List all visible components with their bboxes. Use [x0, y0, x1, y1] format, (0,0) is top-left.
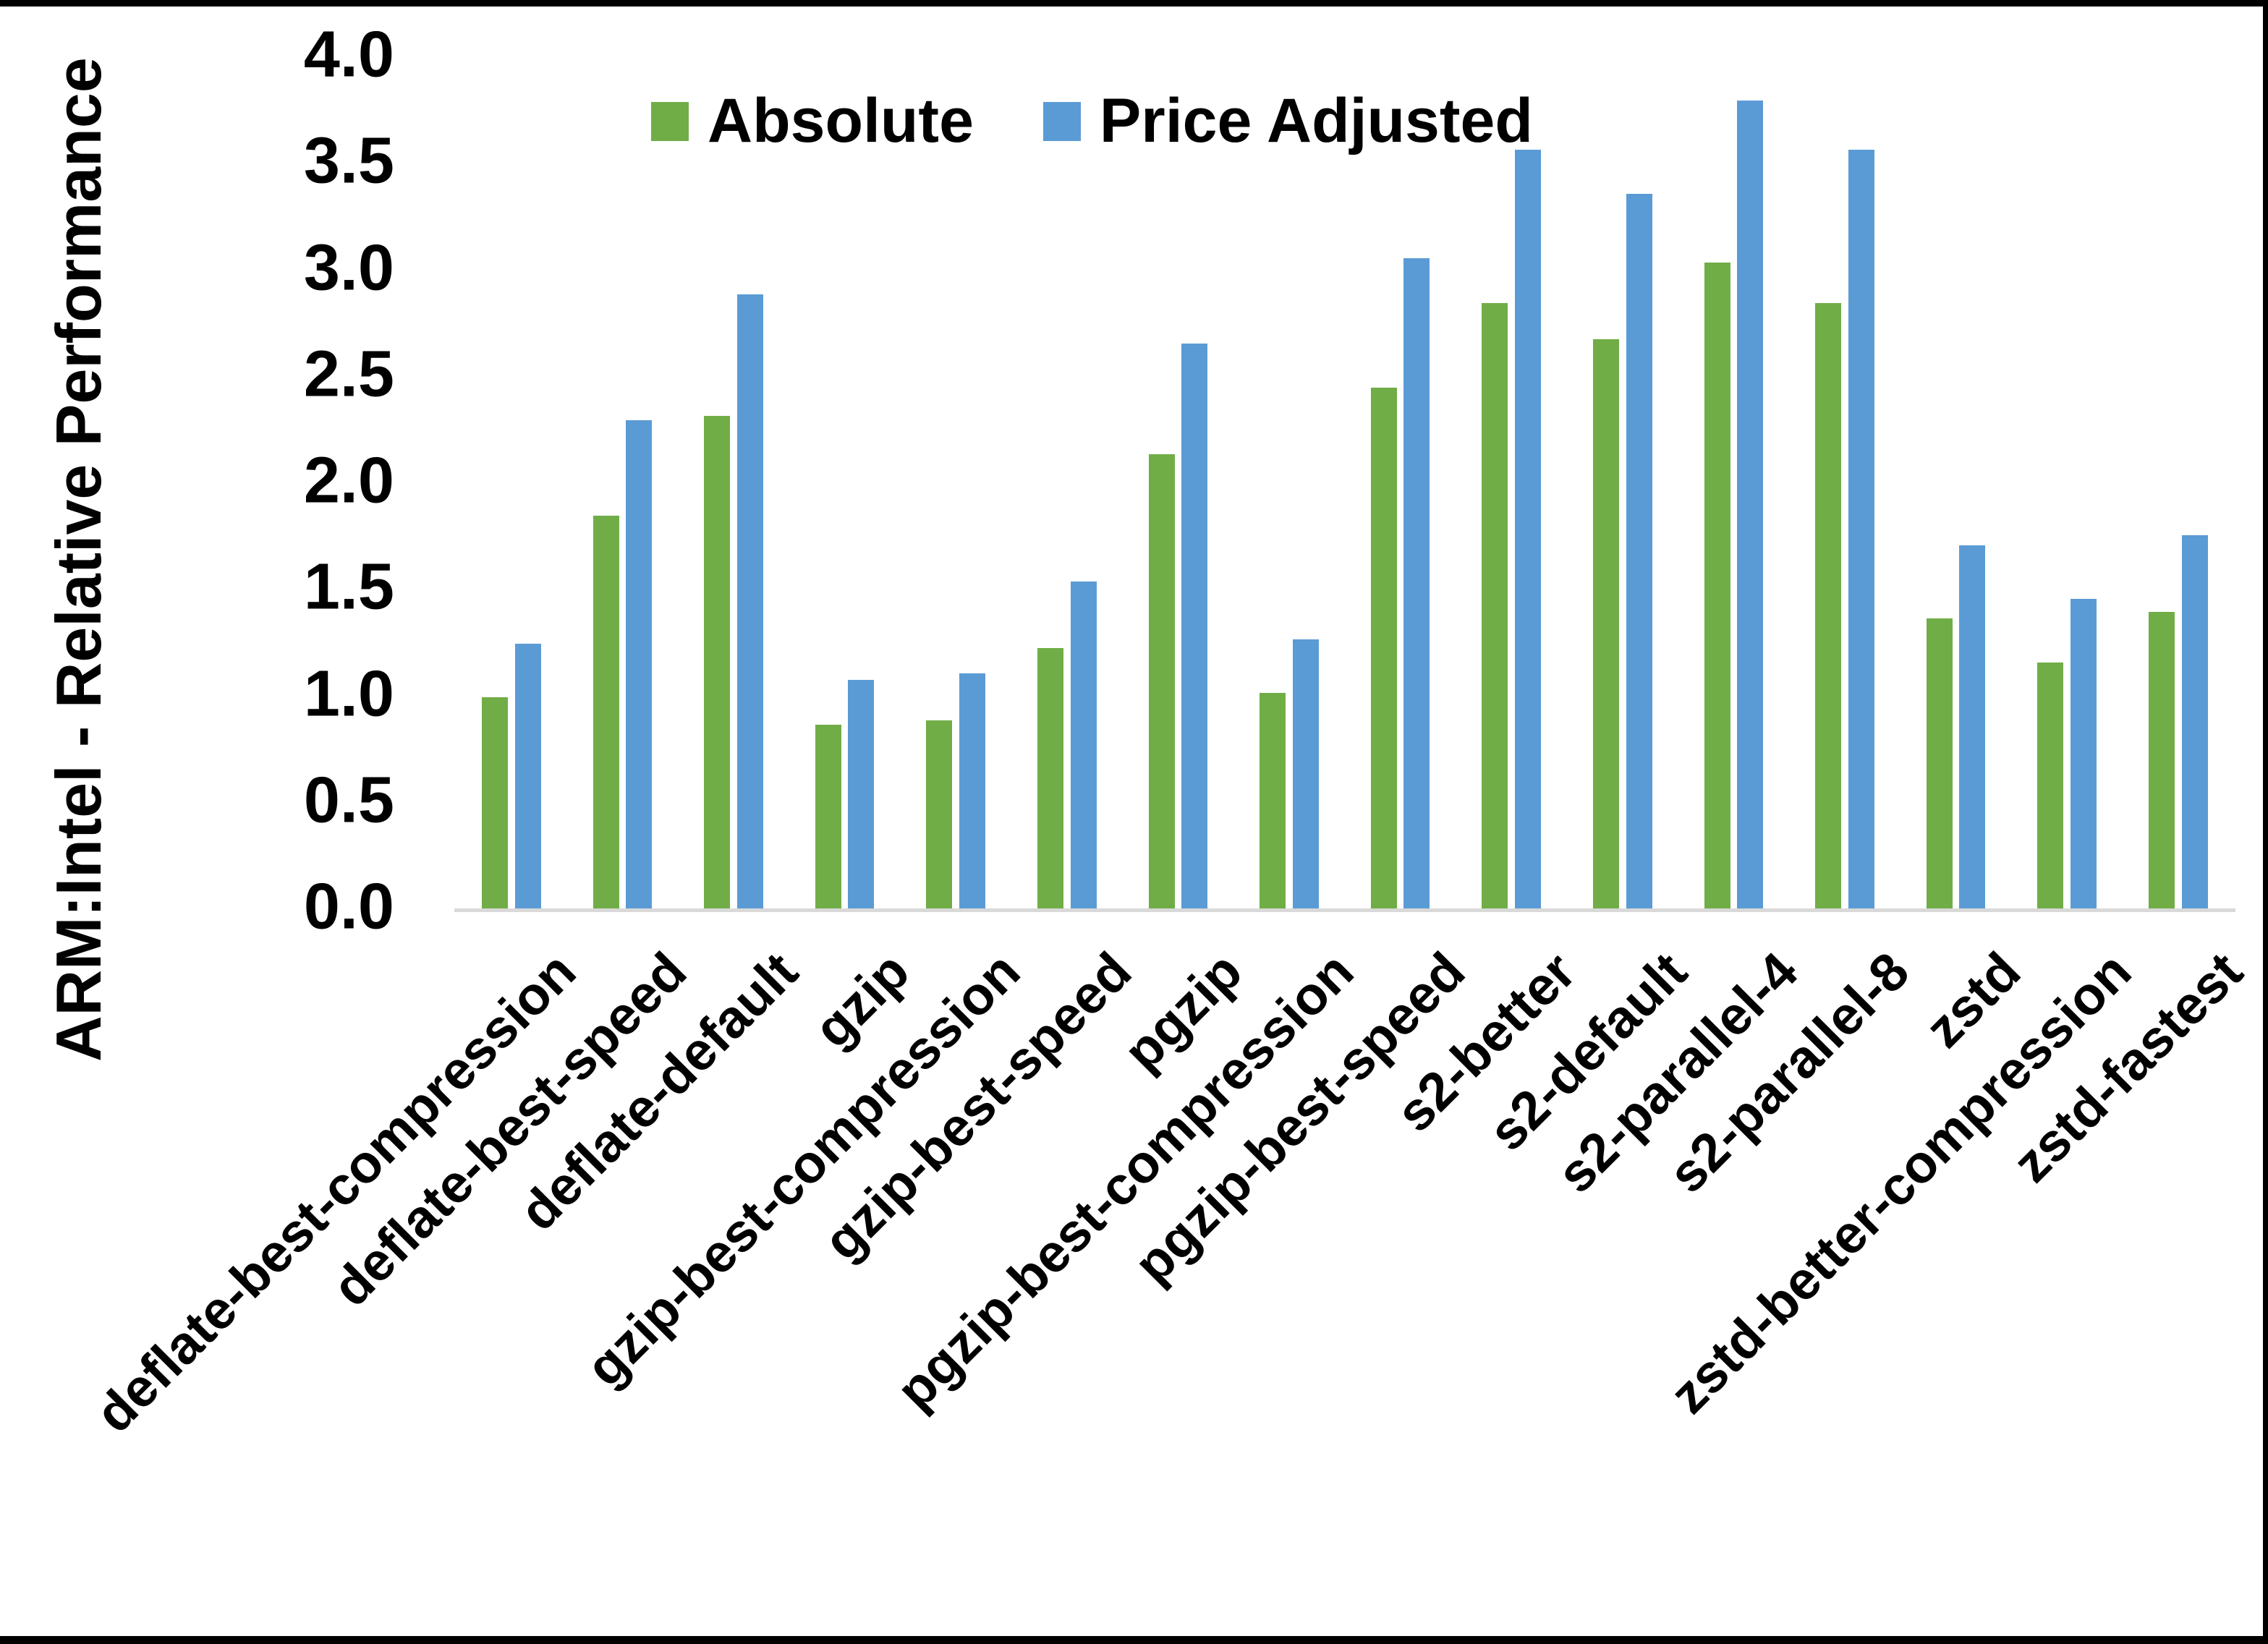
legend-item-absolute: Absolute [651, 85, 974, 157]
slide-border-right [2263, 0, 2268, 1644]
bar-deflate-best-compression-absolute [482, 697, 508, 910]
bar-pgzip-best-speed-absolute [1370, 388, 1397, 910]
legend-item-price-adjusted: Price Adjusted [1042, 85, 1533, 157]
bar-gzip-best-speed-price-adjusted [1070, 582, 1097, 910]
bar-s2-default-absolute [1593, 338, 1619, 910]
bar-pgzip-best-compression-price-adjusted [1292, 639, 1319, 910]
bar-deflate-best-speed-price-adjusted [626, 419, 653, 910]
slide-border-top [0, 0, 2268, 7]
bar-gzip-best-compression-price-adjusted [959, 673, 985, 910]
bar-deflate-best-compression-price-adjusted [514, 643, 541, 910]
legend-label-absolute: Absolute [708, 86, 974, 156]
bar-zstd-better-compression-absolute [2037, 663, 2064, 910]
bar-pgzip-price-adjusted [1181, 343, 1208, 910]
bar-s2-better-price-adjusted [1515, 149, 1541, 910]
x-axis-line [454, 908, 2235, 912]
y-tick-label: 3.0 [303, 231, 394, 304]
bar-gzip-best-compression-absolute [926, 720, 953, 910]
y-tick-label: 0.5 [303, 764, 394, 837]
legend-swatch-price-adjusted [1042, 101, 1081, 141]
bar-zstd-fastest-absolute [2149, 611, 2175, 910]
y-tick-label: 1.0 [303, 657, 394, 730]
bar-deflate-default-absolute [704, 415, 731, 910]
bar-gzip-absolute [815, 724, 841, 910]
bar-deflate-best-speed-absolute [593, 516, 619, 910]
chart-legend: Absolute Price Adjusted [651, 85, 1533, 157]
bar-pgzip-absolute [1148, 453, 1175, 910]
bar-s2-parallel-8-absolute [1815, 302, 1842, 910]
legend-label-price-adjusted: Price Adjusted [1099, 86, 1533, 156]
bar-zstd-better-compression-price-adjusted [2070, 599, 2097, 910]
y-tick-label: 2.0 [303, 444, 394, 517]
bar-gzip-best-speed-absolute [1037, 647, 1063, 910]
bar-s2-better-absolute [1482, 302, 1508, 910]
bar-pgzip-best-compression-absolute [1260, 692, 1286, 910]
bar-deflate-default-price-adjusted [736, 294, 763, 910]
y-tick-label: 0.0 [303, 870, 394, 943]
bar-s2-parallel-4-absolute [1704, 262, 1730, 910]
y-tick-label: 4.0 [303, 18, 394, 91]
bar-s2-default-price-adjusted [1626, 194, 1652, 910]
slide-border-bottom [0, 1636, 2268, 1644]
bar-zstd-absolute [1926, 618, 1953, 910]
y-tick-label: 3.5 [303, 124, 394, 197]
y-tick-label: 2.5 [303, 338, 394, 411]
bar-s2-parallel-4-price-adjusted [1737, 100, 1764, 910]
bar-gzip-price-adjusted [848, 679, 875, 910]
y-tick-label: 1.5 [303, 550, 394, 623]
bar-zstd-fastest-price-adjusted [2181, 534, 2208, 910]
bar-pgzip-best-speed-price-adjusted [1403, 257, 1430, 910]
bar-s2-parallel-8-price-adjusted [1848, 149, 1874, 910]
bar-zstd-price-adjusted [1959, 545, 1986, 910]
legend-swatch-absolute [651, 101, 689, 141]
